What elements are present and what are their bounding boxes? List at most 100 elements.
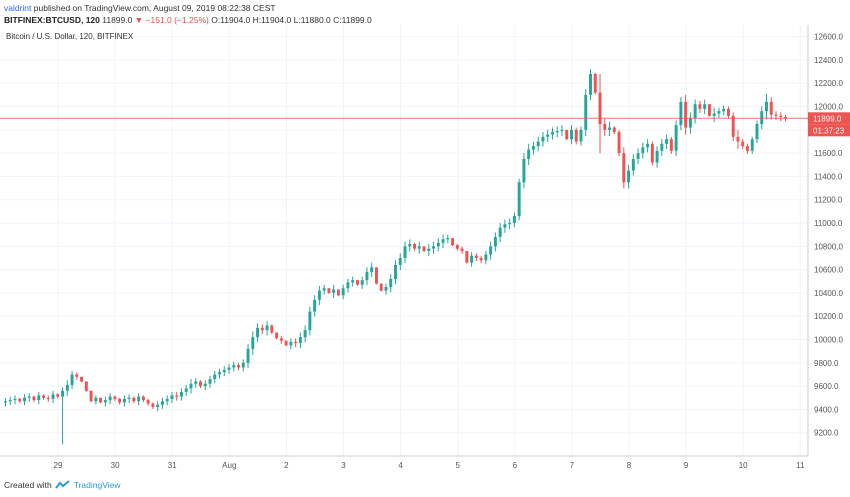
y-tick-label: 10800.0 bbox=[814, 242, 843, 251]
last-price-text: 11899.0 bbox=[102, 15, 133, 25]
candle-body bbox=[712, 113, 716, 116]
candle-body bbox=[555, 131, 559, 133]
candle-body bbox=[246, 348, 250, 363]
tradingview-brand[interactable]: TradingView bbox=[73, 480, 121, 490]
symbol-label: BITFINEX:BTCUSD, 120 bbox=[4, 15, 100, 25]
candle-body bbox=[731, 115, 735, 137]
candle-body bbox=[160, 401, 164, 405]
candle-body bbox=[631, 158, 635, 171]
candle-body bbox=[579, 129, 583, 142]
candle-body bbox=[674, 125, 678, 151]
candle-body bbox=[522, 158, 526, 183]
candle-body bbox=[284, 340, 288, 346]
candle-body bbox=[327, 288, 331, 293]
candle-body bbox=[546, 134, 550, 137]
candle-body bbox=[251, 337, 255, 349]
last-price-label: 11899.0 bbox=[813, 114, 842, 123]
candle-body bbox=[427, 248, 431, 251]
candle-body bbox=[56, 394, 60, 397]
candle-body bbox=[51, 394, 55, 399]
x-tick-label: 3 bbox=[341, 461, 346, 470]
candle-body bbox=[313, 299, 317, 312]
candle-body bbox=[765, 101, 768, 112]
y-tick-label: 12200.0 bbox=[814, 79, 843, 88]
candle-body bbox=[465, 250, 469, 263]
x-tick-label: 9 bbox=[684, 461, 689, 470]
candle-body bbox=[336, 289, 340, 296]
candle-body bbox=[141, 396, 145, 401]
x-tick-label: 31 bbox=[168, 461, 177, 470]
candle-body bbox=[61, 390, 65, 397]
candle-body bbox=[389, 278, 393, 288]
candle-body bbox=[80, 376, 84, 382]
candle-body bbox=[703, 104, 707, 109]
candle-body bbox=[65, 384, 69, 391]
candle-body bbox=[84, 381, 88, 391]
y-tick-label: 11400.0 bbox=[814, 172, 843, 181]
x-tick-label: 8 bbox=[627, 461, 632, 470]
candle-body bbox=[470, 255, 474, 263]
candle-body bbox=[351, 280, 355, 283]
candle-body bbox=[27, 396, 31, 398]
candle-body bbox=[517, 182, 521, 217]
candle-body bbox=[184, 388, 188, 392]
candle-body bbox=[779, 115, 783, 118]
candle-body bbox=[89, 390, 93, 402]
candle-body bbox=[132, 397, 136, 402]
candle-body bbox=[194, 381, 198, 384]
candle-body bbox=[199, 381, 202, 387]
chart-title: Bitcoin / U.S. Dollar, 120, BITFINEX bbox=[6, 32, 134, 41]
candle-body bbox=[769, 101, 773, 115]
candle-body bbox=[650, 143, 654, 163]
candle-body bbox=[332, 289, 336, 293]
x-tick-label: 5 bbox=[455, 461, 460, 470]
candle-body bbox=[455, 245, 459, 249]
candle-body bbox=[70, 374, 74, 385]
candle-body bbox=[241, 362, 245, 368]
candle-body bbox=[113, 396, 117, 399]
y-tick-label: 9600.0 bbox=[814, 382, 839, 391]
candle-body bbox=[203, 383, 207, 387]
y-tick-label: 10000.0 bbox=[814, 336, 843, 345]
created-with-text: Created with bbox=[4, 480, 52, 490]
candle-body bbox=[417, 246, 421, 249]
candle-body bbox=[760, 111, 764, 125]
footer: Created with TradingView bbox=[4, 480, 121, 490]
candle-body bbox=[289, 341, 293, 346]
candle-body bbox=[298, 337, 302, 344]
author-link[interactable]: valdrint bbox=[4, 3, 32, 13]
candle-body bbox=[603, 124, 607, 130]
candle-body bbox=[627, 170, 631, 183]
x-tick-label: 2 bbox=[284, 461, 289, 470]
candle-body bbox=[118, 398, 122, 403]
candle-body bbox=[265, 325, 269, 331]
y-tick-label: 10400.0 bbox=[814, 289, 843, 298]
candle-body bbox=[275, 332, 279, 339]
candle-body bbox=[413, 243, 416, 249]
candle-body bbox=[584, 94, 588, 130]
candle-body bbox=[441, 239, 445, 243]
chart-area: 9200.0 9400.0 9600.0 9800.0 10000.0 10200.0 10… bbox=[0, 25, 850, 472]
candle-body bbox=[341, 288, 345, 296]
candle-body bbox=[408, 243, 412, 247]
candle-body bbox=[379, 283, 383, 291]
candle-body bbox=[137, 396, 141, 402]
y-tick-label: 11600.0 bbox=[814, 149, 843, 158]
last-price-tag bbox=[808, 112, 850, 125]
candle-body bbox=[260, 327, 264, 331]
candle-body bbox=[560, 129, 564, 132]
candle-body bbox=[218, 372, 221, 375]
candle-body bbox=[750, 139, 754, 151]
candle-body bbox=[508, 223, 512, 225]
y-tick-label: 9200.0 bbox=[814, 429, 839, 438]
countdown-tag bbox=[808, 124, 850, 137]
candle-body bbox=[755, 124, 759, 140]
candle-body bbox=[641, 147, 645, 154]
candle-body bbox=[294, 341, 298, 344]
candle-body bbox=[37, 395, 41, 401]
candle-body bbox=[23, 397, 26, 402]
candle-body bbox=[460, 248, 464, 251]
x-tick-label: 6 bbox=[513, 461, 518, 470]
candle-body bbox=[693, 104, 697, 119]
candle-body bbox=[484, 254, 488, 261]
